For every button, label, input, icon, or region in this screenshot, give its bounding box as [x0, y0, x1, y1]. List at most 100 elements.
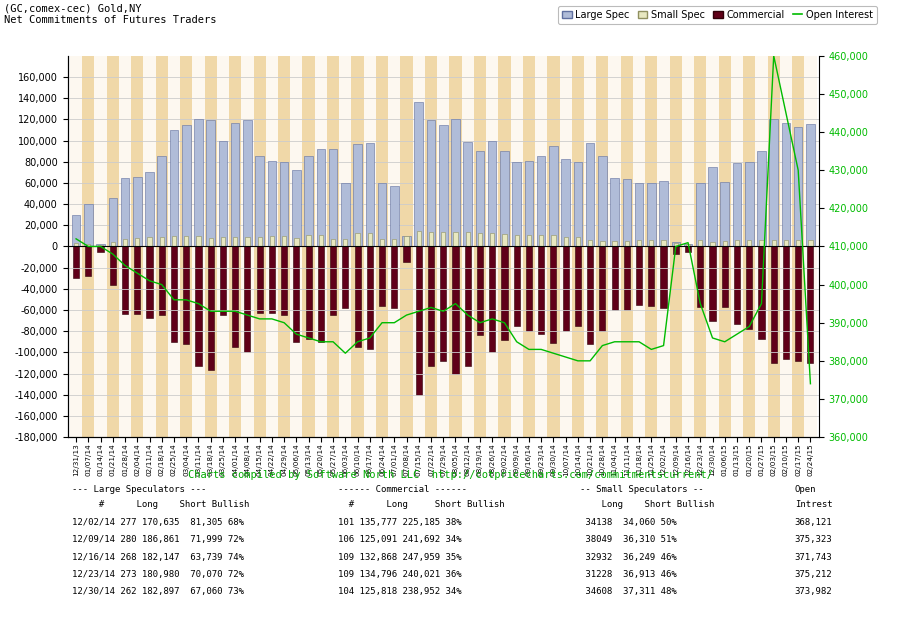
Bar — [319, 235, 323, 247]
Bar — [341, 183, 349, 247]
Bar — [380, 239, 384, 247]
Bar — [709, 247, 716, 321]
Bar — [245, 247, 250, 352]
Bar — [270, 236, 274, 247]
Bar — [437, 56, 449, 437]
Bar — [220, 237, 225, 247]
Text: 12/02/14 277 170,635  81,305 68%: 12/02/14 277 170,635 81,305 68% — [72, 518, 244, 527]
Bar — [241, 56, 254, 437]
Bar — [352, 56, 364, 437]
Bar — [171, 247, 177, 342]
Bar — [318, 247, 324, 342]
Bar — [368, 232, 372, 247]
Text: 109 134,796 240,021 36%: 109 134,796 240,021 36% — [338, 570, 461, 579]
Bar — [70, 56, 82, 437]
Bar — [538, 247, 544, 334]
Bar — [96, 244, 104, 247]
Bar — [217, 56, 230, 437]
Bar — [86, 244, 90, 247]
Text: Open: Open — [795, 485, 816, 494]
Text: 31228  36,913 46%: 31228 36,913 46% — [580, 570, 677, 579]
Bar — [735, 240, 739, 247]
Text: 106 125,091 241,692 34%: 106 125,091 241,692 34% — [338, 535, 461, 544]
Bar — [473, 56, 486, 437]
Bar — [743, 56, 755, 437]
Bar — [805, 56, 816, 437]
Bar — [660, 181, 668, 247]
Text: Net Commitments of Futures Traders: Net Commitments of Futures Traders — [4, 15, 217, 25]
Bar — [733, 163, 742, 247]
Open Interest — [242, 311, 253, 319]
Bar — [562, 159, 570, 247]
Bar — [294, 238, 299, 247]
Text: --- Large Speculators ---: --- Large Speculators --- — [72, 485, 206, 494]
Bar — [537, 156, 545, 247]
Bar — [723, 241, 727, 247]
Bar — [477, 247, 483, 335]
Bar — [133, 177, 141, 247]
Bar — [465, 232, 470, 247]
Text: Long    Short Bullish: Long Short Bullish — [580, 500, 715, 508]
Bar — [109, 198, 117, 247]
Bar — [441, 232, 446, 247]
Bar — [429, 232, 433, 247]
Bar — [770, 247, 777, 363]
Bar — [759, 247, 764, 339]
Bar — [636, 247, 642, 304]
Bar — [440, 247, 446, 361]
Bar — [147, 247, 153, 319]
Bar — [464, 141, 472, 247]
Open Interest — [511, 338, 522, 345]
Bar — [367, 247, 373, 349]
Text: Charts compiled by Software North LLC  http://cotpricecharts.com/commitmentscurr: Charts compiled by Software North LLC ht… — [187, 470, 713, 480]
Bar — [416, 247, 422, 395]
Bar — [526, 235, 531, 247]
Bar — [84, 204, 93, 247]
Bar — [488, 141, 497, 247]
Bar — [563, 237, 568, 247]
Bar — [291, 56, 302, 437]
Bar — [254, 56, 266, 437]
Bar — [94, 56, 107, 437]
Bar — [246, 237, 249, 247]
Bar — [184, 236, 188, 247]
Bar — [649, 240, 653, 247]
Bar — [98, 246, 103, 247]
Bar — [331, 239, 335, 247]
Bar — [657, 56, 670, 437]
Text: -- Small Speculators --: -- Small Speculators -- — [580, 485, 704, 494]
Bar — [356, 232, 360, 247]
Bar — [670, 56, 682, 437]
Text: 101 135,777 225,185 38%: 101 135,777 225,185 38% — [338, 518, 461, 527]
Bar — [768, 56, 779, 437]
Open Interest — [463, 311, 473, 319]
Text: 375,323: 375,323 — [795, 535, 833, 544]
Text: 12/09/14 280 186,861  71,999 72%: 12/09/14 280 186,861 71,999 72% — [72, 535, 244, 544]
Bar — [525, 161, 533, 247]
Open Interest — [218, 308, 229, 315]
Bar — [315, 56, 327, 437]
Bar — [757, 151, 766, 247]
Bar — [72, 215, 80, 247]
Bar — [449, 56, 462, 437]
Bar — [515, 235, 518, 247]
Bar — [388, 56, 400, 437]
Bar — [647, 183, 655, 247]
Bar — [621, 56, 633, 437]
Bar — [454, 232, 457, 247]
Bar — [292, 170, 301, 247]
Bar — [379, 247, 385, 306]
Bar — [281, 247, 287, 316]
Line: Open Interest: Open Interest — [76, 56, 810, 384]
Bar — [145, 172, 154, 247]
Bar — [365, 143, 374, 247]
Text: 368,121: 368,121 — [795, 518, 833, 527]
Bar — [782, 123, 790, 247]
Bar — [539, 235, 544, 247]
Bar — [97, 247, 104, 252]
Bar — [230, 56, 241, 437]
Bar — [547, 56, 560, 437]
Bar — [672, 247, 679, 254]
Bar — [523, 56, 535, 437]
Bar — [464, 247, 471, 366]
